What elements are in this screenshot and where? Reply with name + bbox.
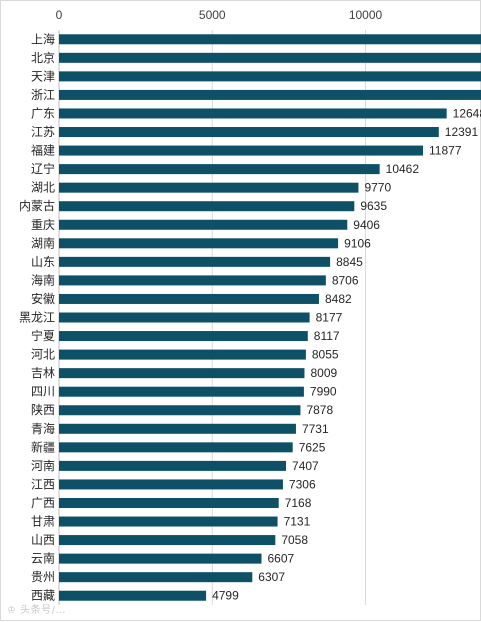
bar-19 <box>59 368 305 379</box>
value-label-23: 7625 <box>299 440 326 454</box>
category-label-18: 河北 <box>31 348 55 362</box>
category-label-11: 重庆 <box>31 218 55 232</box>
bar-27 <box>59 516 278 527</box>
bar-28 <box>59 535 276 546</box>
bar-4 <box>59 89 481 100</box>
bar-11 <box>59 219 348 230</box>
bar-8 <box>59 164 380 175</box>
bar-7 <box>59 145 424 156</box>
category-label-6: 江苏 <box>31 125 55 139</box>
bar-10 <box>59 201 355 212</box>
value-label-14: 8706 <box>332 273 359 287</box>
bar-15 <box>59 293 319 304</box>
category-label-25: 江西 <box>31 477 55 491</box>
value-label-15: 8482 <box>325 292 352 306</box>
bar-29 <box>59 553 262 564</box>
value-label-24: 7407 <box>292 459 319 473</box>
value-label-17: 8117 <box>314 329 340 343</box>
category-label-29: 云南 <box>31 551 55 566</box>
category-label-3: 天津 <box>31 69 55 83</box>
category-label-1: 上海 <box>31 31 55 46</box>
value-label-8: 10462 <box>386 162 420 176</box>
x-tick-label-5000: 5000 <box>199 8 226 22</box>
bar-12 <box>59 238 339 249</box>
bar-17 <box>59 331 308 342</box>
value-label-10: 9635 <box>360 199 387 213</box>
category-label-10: 内蒙古 <box>19 198 55 213</box>
value-label-20: 7990 <box>310 385 337 399</box>
value-label-6: 12391 <box>445 125 479 139</box>
category-label-30: 贵州 <box>31 570 55 584</box>
category-label-13: 山东 <box>31 255 55 269</box>
category-label-19: 吉林 <box>31 366 55 380</box>
bar-22 <box>59 423 296 434</box>
category-label-8: 辽宁 <box>31 161 55 176</box>
x-tick-label-0: 0 <box>56 8 63 22</box>
value-label-28: 7058 <box>281 533 308 547</box>
category-label-26: 广西 <box>31 496 55 510</box>
value-label-25: 7306 <box>289 477 316 491</box>
value-label-11: 9406 <box>353 218 380 232</box>
bar-26 <box>59 497 279 508</box>
value-label-29: 6607 <box>268 552 295 566</box>
bar-13 <box>59 256 331 267</box>
bar-5 <box>59 108 447 119</box>
bar-31 <box>59 590 207 601</box>
category-label-5: 广东 <box>31 106 55 120</box>
x-tick-label-10000: 10000 <box>349 8 383 22</box>
category-label-4: 浙江 <box>31 88 55 102</box>
category-label-15: 安徽 <box>31 291 55 306</box>
category-label-7: 福建 <box>31 143 55 158</box>
bar-16 <box>59 312 310 323</box>
category-label-28: 山西 <box>31 533 55 547</box>
value-label-13: 8845 <box>336 255 363 269</box>
bar-24 <box>59 460 287 471</box>
bar-30 <box>59 572 253 583</box>
bar-9 <box>59 182 359 193</box>
bar-1 <box>59 34 481 45</box>
category-label-17: 宁夏 <box>31 328 55 343</box>
category-label-9: 湖北 <box>31 180 55 195</box>
value-label-7: 11877 <box>429 144 462 158</box>
category-label-16: 黑龙江 <box>19 311 55 325</box>
value-label-18: 8055 <box>312 348 339 362</box>
bar-6 <box>59 127 439 138</box>
bar-20 <box>59 386 304 397</box>
value-label-16: 8177 <box>316 311 343 325</box>
category-label-2: 北京 <box>31 51 55 65</box>
value-label-22: 7731 <box>302 422 329 436</box>
bar-23 <box>59 442 293 453</box>
value-label-26: 7168 <box>285 496 312 510</box>
value-label-31: 4799 <box>212 589 239 603</box>
category-label-20: 四川 <box>31 385 55 399</box>
bar-2 <box>59 52 481 63</box>
category-label-14: 海南 <box>31 272 55 287</box>
value-label-9: 9770 <box>364 181 391 195</box>
bar-25 <box>59 479 283 490</box>
watermark: ♔ 头条号/… <box>7 605 67 616</box>
bar-3 <box>59 71 481 82</box>
value-label-21: 7878 <box>306 403 333 417</box>
category-label-23: 新疆 <box>31 439 55 454</box>
category-label-31: 西藏 <box>31 589 55 603</box>
category-label-24: 河南 <box>31 458 55 473</box>
value-label-27: 7131 <box>284 515 311 529</box>
value-label-12: 9106 <box>344 236 371 250</box>
bar-21 <box>59 405 301 416</box>
category-label-12: 湖南 <box>31 235 55 250</box>
category-label-27: 甘肃 <box>31 515 55 529</box>
value-label-30: 6307 <box>258 570 285 584</box>
value-label-19: 8009 <box>310 366 337 380</box>
category-label-22: 青海 <box>31 421 55 436</box>
bar-14 <box>59 275 326 286</box>
category-label-21: 陕西 <box>31 402 55 417</box>
bar-18 <box>59 349 306 360</box>
value-label-5: 12648 <box>453 106 481 120</box>
